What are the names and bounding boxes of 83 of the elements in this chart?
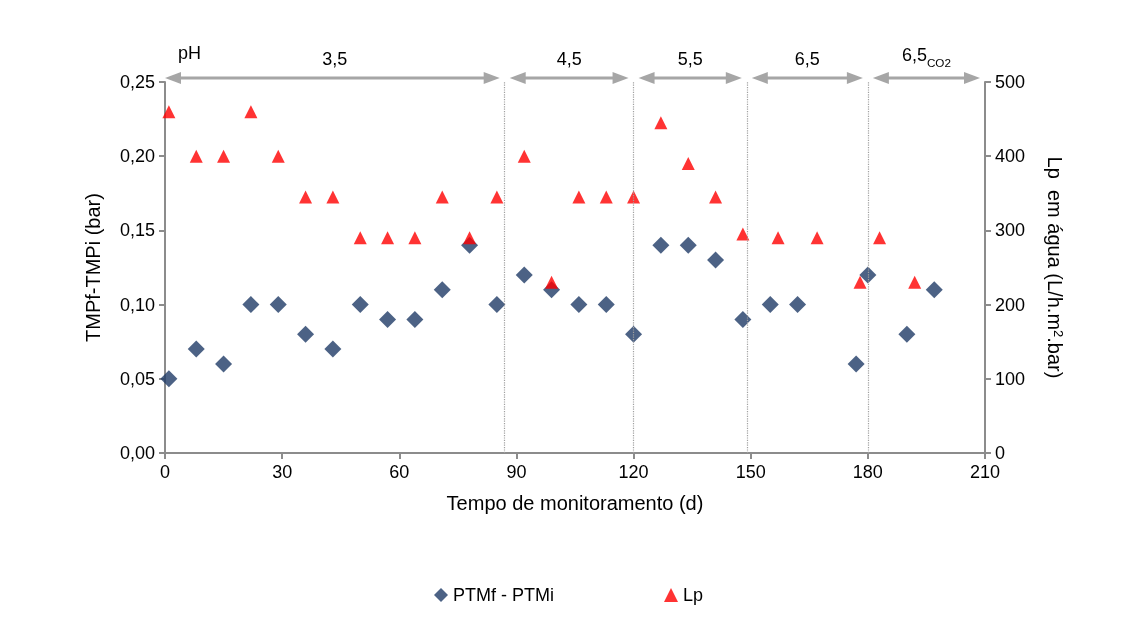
x-tick-label: 60 xyxy=(389,462,410,482)
point xyxy=(406,310,424,328)
y-tick-label: 0,10 xyxy=(119,294,155,315)
point xyxy=(269,296,287,314)
point xyxy=(681,157,695,171)
point xyxy=(408,231,422,245)
y2-axis-title: Lp em água (L/h.m2.bar) xyxy=(1044,156,1066,379)
point xyxy=(679,236,697,254)
y-axis-title: TMPf-TMPi (bar) xyxy=(82,193,104,342)
point xyxy=(859,266,877,284)
y2-tick-label: 300 xyxy=(995,220,1026,241)
point xyxy=(652,236,670,254)
point xyxy=(771,231,785,245)
point xyxy=(908,275,922,289)
point xyxy=(597,296,615,314)
x-axis-title: Tempo de monitoramento (d) xyxy=(446,492,704,514)
y2-tick-label: 200 xyxy=(995,294,1026,315)
point xyxy=(734,310,752,328)
y-tick-label: 0,15 xyxy=(119,220,155,241)
y-tick-label: 0,25 xyxy=(119,72,155,92)
x-tick-label: 0 xyxy=(159,462,171,482)
point xyxy=(187,340,205,358)
point xyxy=(435,190,449,204)
point xyxy=(707,251,725,269)
point xyxy=(381,231,395,245)
point xyxy=(627,190,641,204)
point xyxy=(599,190,613,204)
point xyxy=(160,370,178,388)
point xyxy=(324,340,342,358)
point xyxy=(709,190,723,204)
point xyxy=(351,296,369,314)
point xyxy=(162,105,176,119)
text: 4,5 xyxy=(556,49,582,69)
point xyxy=(326,190,340,204)
point xyxy=(189,149,203,163)
point xyxy=(433,281,451,299)
y2-tick-label: 400 xyxy=(995,146,1026,167)
point xyxy=(515,266,533,284)
point xyxy=(215,355,233,373)
x-tick-label: 180 xyxy=(852,462,883,482)
y-tick-label: 0,20 xyxy=(119,146,155,167)
x-tick-label: 120 xyxy=(618,462,649,482)
point xyxy=(853,275,867,289)
point xyxy=(625,325,643,343)
y2-tick-label: 500 xyxy=(995,72,1026,92)
y2-tick-label: 0 xyxy=(995,443,1006,463)
point xyxy=(572,190,586,204)
x-tick-label: 30 xyxy=(272,462,293,482)
point xyxy=(490,190,504,204)
point xyxy=(271,149,285,163)
point xyxy=(654,116,668,130)
point xyxy=(217,149,231,163)
x-tick-label: 150 xyxy=(735,462,766,482)
text: 6,5 xyxy=(794,49,820,69)
y-tick-label: 0,05 xyxy=(119,368,155,389)
point xyxy=(353,231,367,245)
point xyxy=(379,310,397,328)
point xyxy=(297,325,315,343)
legend-label: PTMf - PTMi xyxy=(453,585,554,605)
point xyxy=(873,231,887,245)
point xyxy=(925,281,943,299)
point xyxy=(789,296,807,314)
point xyxy=(517,149,531,163)
point xyxy=(898,325,916,343)
point xyxy=(761,296,779,314)
point xyxy=(488,296,506,314)
legend-label: Lp xyxy=(682,585,704,605)
point xyxy=(244,105,258,119)
point xyxy=(463,231,477,245)
point xyxy=(242,296,260,314)
point xyxy=(810,231,824,245)
point xyxy=(847,355,865,373)
x-tick-label: 90 xyxy=(506,462,527,482)
y-tick-label: 0,00 xyxy=(119,443,155,463)
point xyxy=(545,275,559,289)
y2-tick-label: 100 xyxy=(995,368,1026,389)
point xyxy=(570,296,588,314)
x-tick-label: 210 xyxy=(969,462,1001,482)
text: 5,5 xyxy=(677,49,703,69)
point xyxy=(299,190,313,204)
text: pH xyxy=(178,43,202,63)
point xyxy=(736,227,750,241)
text: 3,5 xyxy=(322,49,348,69)
